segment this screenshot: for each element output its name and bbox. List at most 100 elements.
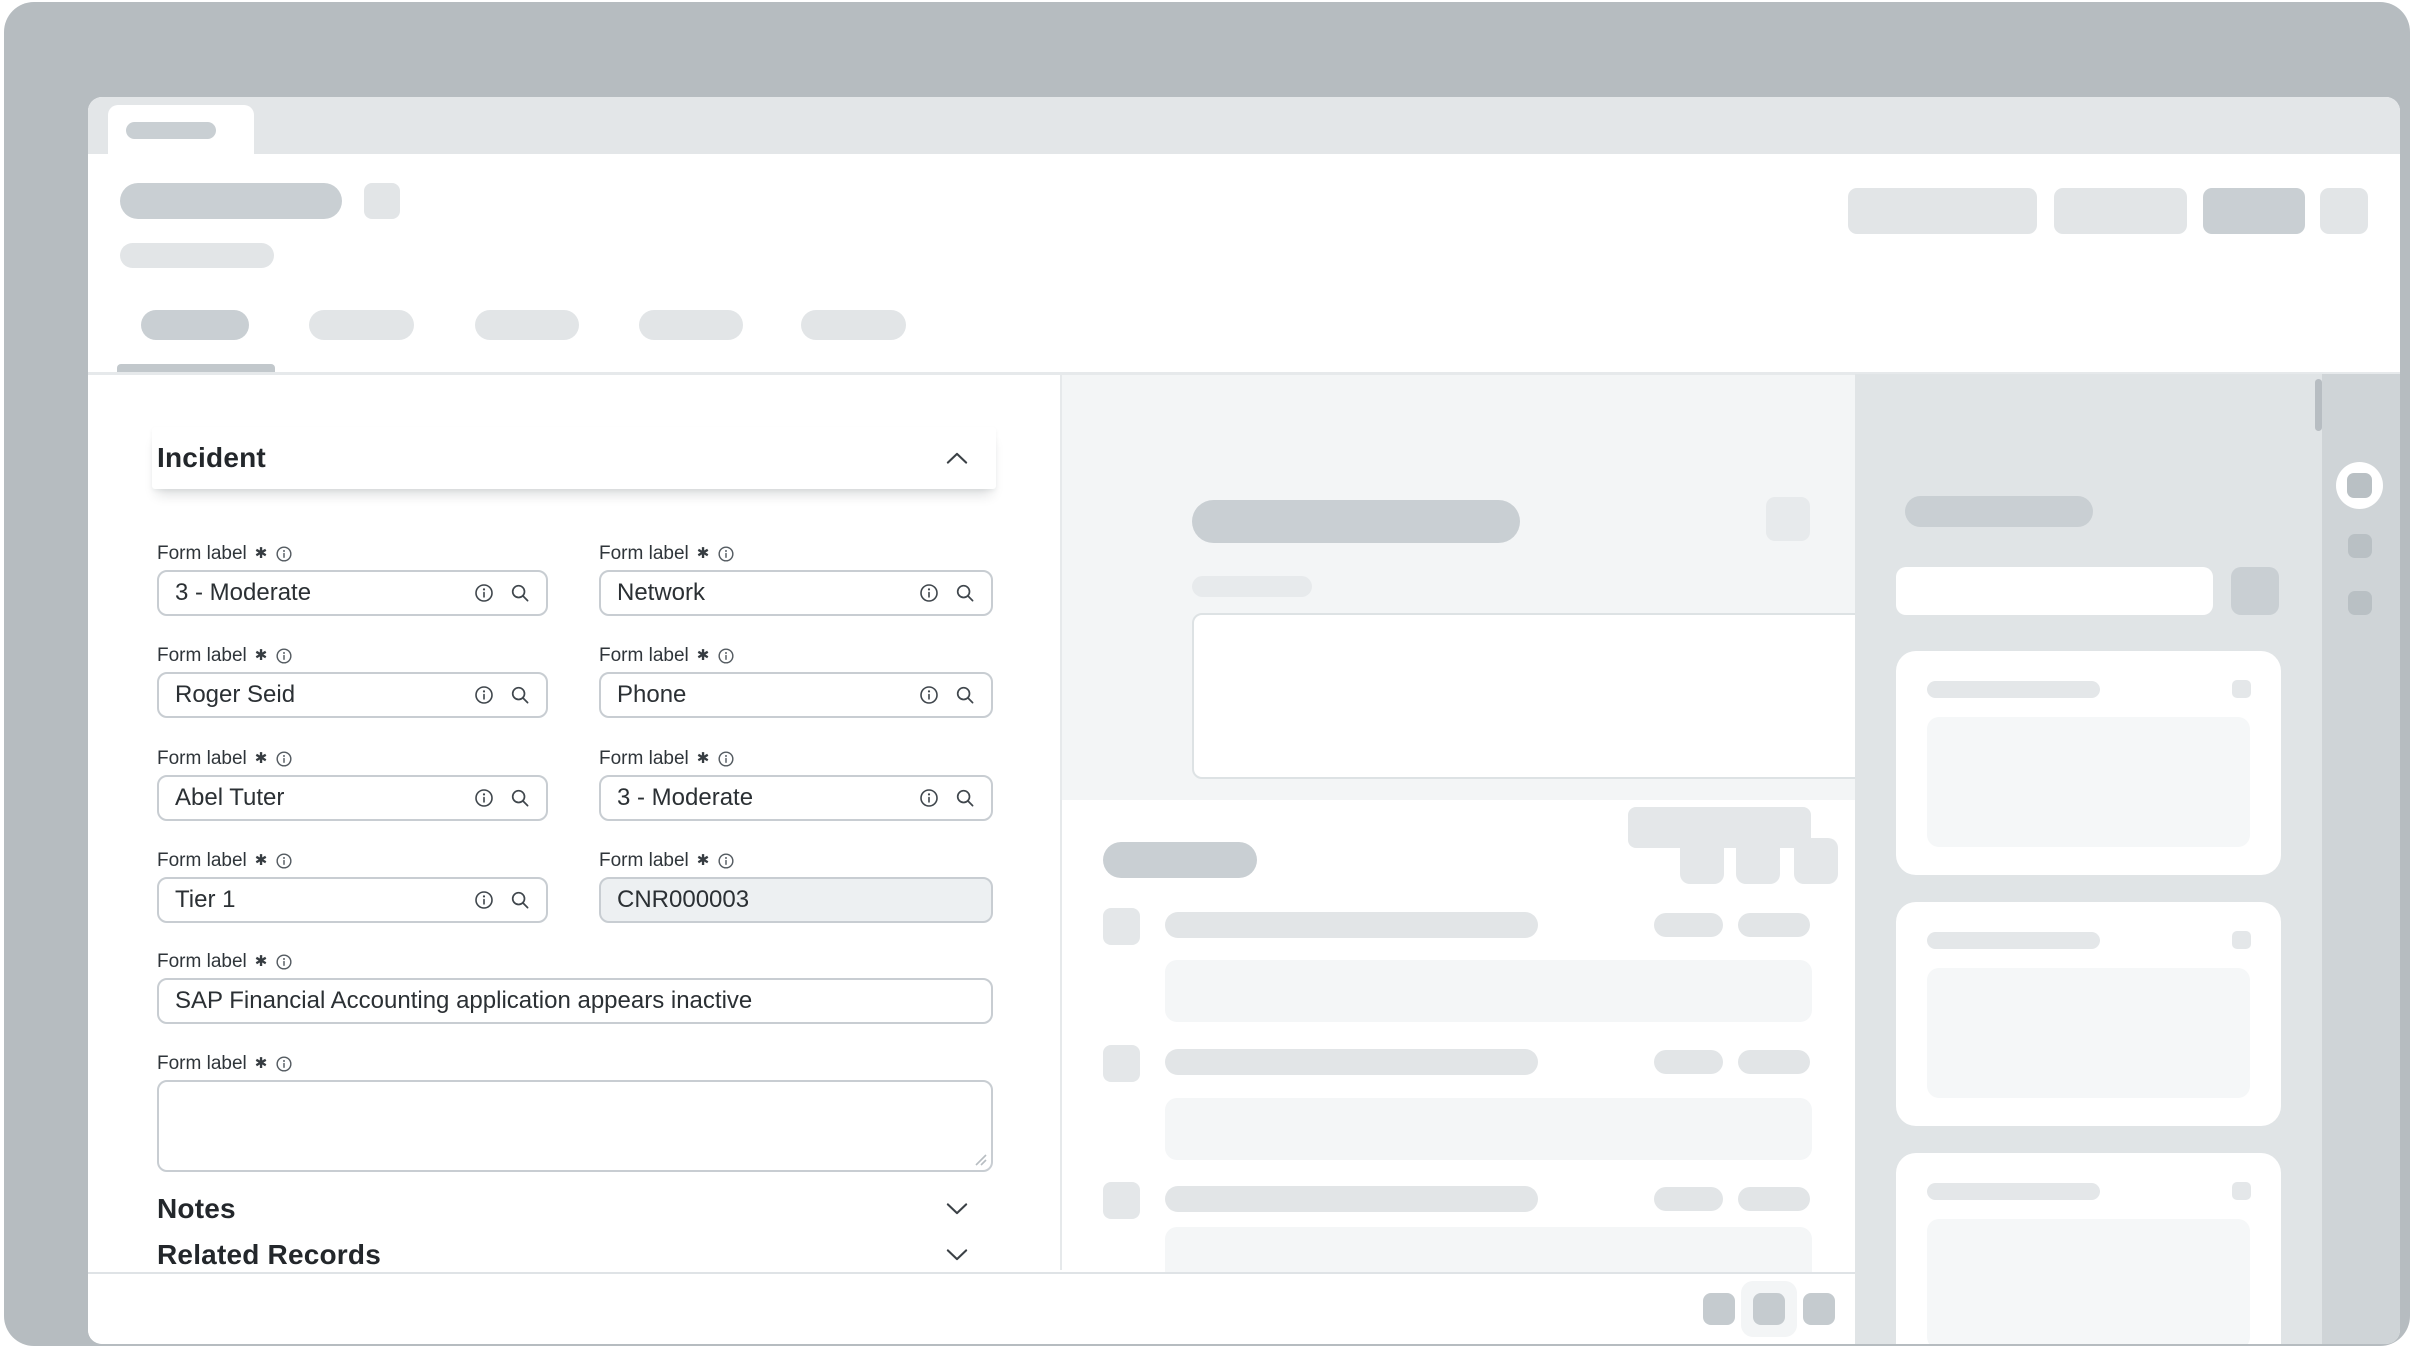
- footer-icon-2[interactable]: [1753, 1293, 1785, 1325]
- info-icon[interactable]: [275, 852, 293, 870]
- info-icon[interactable]: [275, 1055, 293, 1073]
- info-icon[interactable]: [717, 750, 735, 768]
- header-primary-button[interactable]: [2203, 188, 2305, 234]
- footer-icon-1[interactable]: [1703, 1293, 1735, 1325]
- card-action-icon[interactable]: [2232, 931, 2251, 949]
- notes-section-header[interactable]: Notes: [152, 1190, 996, 1228]
- activity-settings-button[interactable]: [1766, 497, 1810, 541]
- rail-item-active[interactable]: [2336, 462, 2383, 509]
- record-icon-skeleton: [364, 183, 400, 219]
- info-icon[interactable]: [717, 647, 735, 665]
- field-search-icon[interactable]: [955, 788, 975, 808]
- sidebar-card[interactable]: [1896, 902, 2281, 1126]
- field-search-icon[interactable]: [510, 788, 530, 808]
- entry-badge-skeleton[interactable]: [1738, 913, 1810, 937]
- stream-filter-button-1[interactable]: [1736, 838, 1780, 884]
- field-value: CNR000003: [617, 886, 750, 913]
- field-label-text: Form label: [157, 951, 247, 972]
- record-tab-3[interactable]: [475, 310, 579, 340]
- sidebar-search-button[interactable]: [2231, 567, 2279, 615]
- entry-body-skeleton: [1165, 1098, 1812, 1160]
- stream-filter-button-2[interactable]: [1794, 838, 1838, 884]
- entry-badge-skeleton[interactable]: [1654, 1187, 1723, 1211]
- field-info-icon[interactable]: [474, 788, 494, 808]
- required-marker: ✱: [254, 1054, 268, 1072]
- field-search-icon[interactable]: [510, 583, 530, 603]
- opened-by-field[interactable]: Roger Seid: [157, 672, 548, 718]
- entry-badge-skeleton[interactable]: [1654, 913, 1723, 937]
- info-icon[interactable]: [717, 852, 735, 870]
- info-icon[interactable]: [275, 750, 293, 768]
- field-info-icon[interactable]: [919, 788, 939, 808]
- rail-item-2[interactable]: [2348, 534, 2372, 558]
- footer-icon-3[interactable]: [1803, 1293, 1835, 1325]
- related-records-section-title: Related Records: [157, 1239, 381, 1270]
- record-title-skeleton: [120, 183, 342, 219]
- field-value: Abel Tuter: [175, 784, 285, 811]
- field-search-icon[interactable]: [510, 890, 530, 910]
- record-tab-4[interactable]: [639, 310, 743, 340]
- browser-tab-active[interactable]: [108, 105, 254, 154]
- header-action-button-1[interactable]: [1848, 188, 2037, 234]
- required-marker: ✱: [254, 544, 268, 562]
- field-label-text: Form label: [157, 645, 247, 666]
- footer-bar: [88, 1272, 1855, 1344]
- field-label-text: Form label: [599, 645, 689, 666]
- field-label-row: Form label ✱: [157, 644, 293, 668]
- urgency-field[interactable]: 3 - Moderate: [599, 775, 993, 821]
- caller-field[interactable]: Abel Tuter: [157, 775, 548, 821]
- field-label-text: Form label: [157, 748, 247, 769]
- info-icon[interactable]: [717, 545, 735, 563]
- field-search-icon[interactable]: [955, 583, 975, 603]
- entry-badge-skeleton[interactable]: [1738, 1050, 1810, 1074]
- field-value: Roger Seid: [175, 681, 296, 708]
- rail-icon: [2347, 473, 2372, 498]
- field-info-icon[interactable]: [474, 890, 494, 910]
- avatar: [1103, 1182, 1140, 1219]
- record-tab-active[interactable]: [141, 310, 249, 340]
- entry-badge-skeleton[interactable]: [1654, 1050, 1723, 1074]
- field-info-icon[interactable]: [474, 685, 494, 705]
- category-field[interactable]: Network: [599, 570, 993, 616]
- browser-tab-strip: [88, 97, 2400, 154]
- field-info-icon[interactable]: [474, 583, 494, 603]
- resize-handle-icon[interactable]: [973, 1152, 987, 1166]
- contact-type-field[interactable]: Phone: [599, 672, 993, 718]
- info-icon[interactable]: [275, 545, 293, 563]
- card-body-skeleton: [1927, 1219, 2250, 1344]
- compose-textbox[interactable]: [1192, 613, 1899, 779]
- incident-section-header[interactable]: Incident: [152, 427, 996, 489]
- record-tab-2[interactable]: [309, 310, 414, 340]
- stream-filter-button-3[interactable]: [1680, 838, 1724, 884]
- record-tab-5[interactable]: [801, 310, 906, 340]
- chevron-up-icon[interactable]: [942, 448, 972, 469]
- card-action-icon[interactable]: [2232, 1182, 2251, 1200]
- field-label-row: Form label ✱: [157, 542, 293, 566]
- impact-field[interactable]: 3 - Moderate: [157, 570, 548, 616]
- header-more-button[interactable]: [2320, 188, 2368, 234]
- card-action-icon[interactable]: [2232, 680, 2251, 698]
- info-icon[interactable]: [275, 953, 293, 971]
- header-action-button-2[interactable]: [2054, 188, 2187, 234]
- field-info-icon[interactable]: [919, 685, 939, 705]
- chevron-down-icon[interactable]: [942, 1199, 972, 1220]
- chevron-down-icon[interactable]: [942, 1245, 972, 1266]
- field-info-icon[interactable]: [919, 583, 939, 603]
- sidebar-card[interactable]: [1896, 651, 2281, 875]
- support-group-field[interactable]: Tier 1: [157, 877, 548, 923]
- avatar: [1103, 908, 1140, 945]
- info-icon[interactable]: [275, 647, 293, 665]
- related-records-section-header[interactable]: Related Records: [152, 1236, 996, 1274]
- activity-panel: [1062, 375, 1899, 1272]
- sidebar-search-input[interactable]: [1896, 567, 2213, 615]
- entry-badge-skeleton[interactable]: [1738, 1187, 1810, 1211]
- compose-section: [1062, 375, 1899, 848]
- field-label-row: Form label ✱: [599, 644, 735, 668]
- sidebar-card[interactable]: [1896, 1153, 2281, 1344]
- scrollbar-thumb[interactable]: [2315, 379, 2322, 431]
- rail-item-3[interactable]: [2348, 591, 2372, 615]
- short-description-field[interactable]: SAP Financial Accounting application app…: [157, 978, 993, 1024]
- field-search-icon[interactable]: [955, 685, 975, 705]
- field-search-icon[interactable]: [510, 685, 530, 705]
- description-textarea[interactable]: [157, 1080, 993, 1172]
